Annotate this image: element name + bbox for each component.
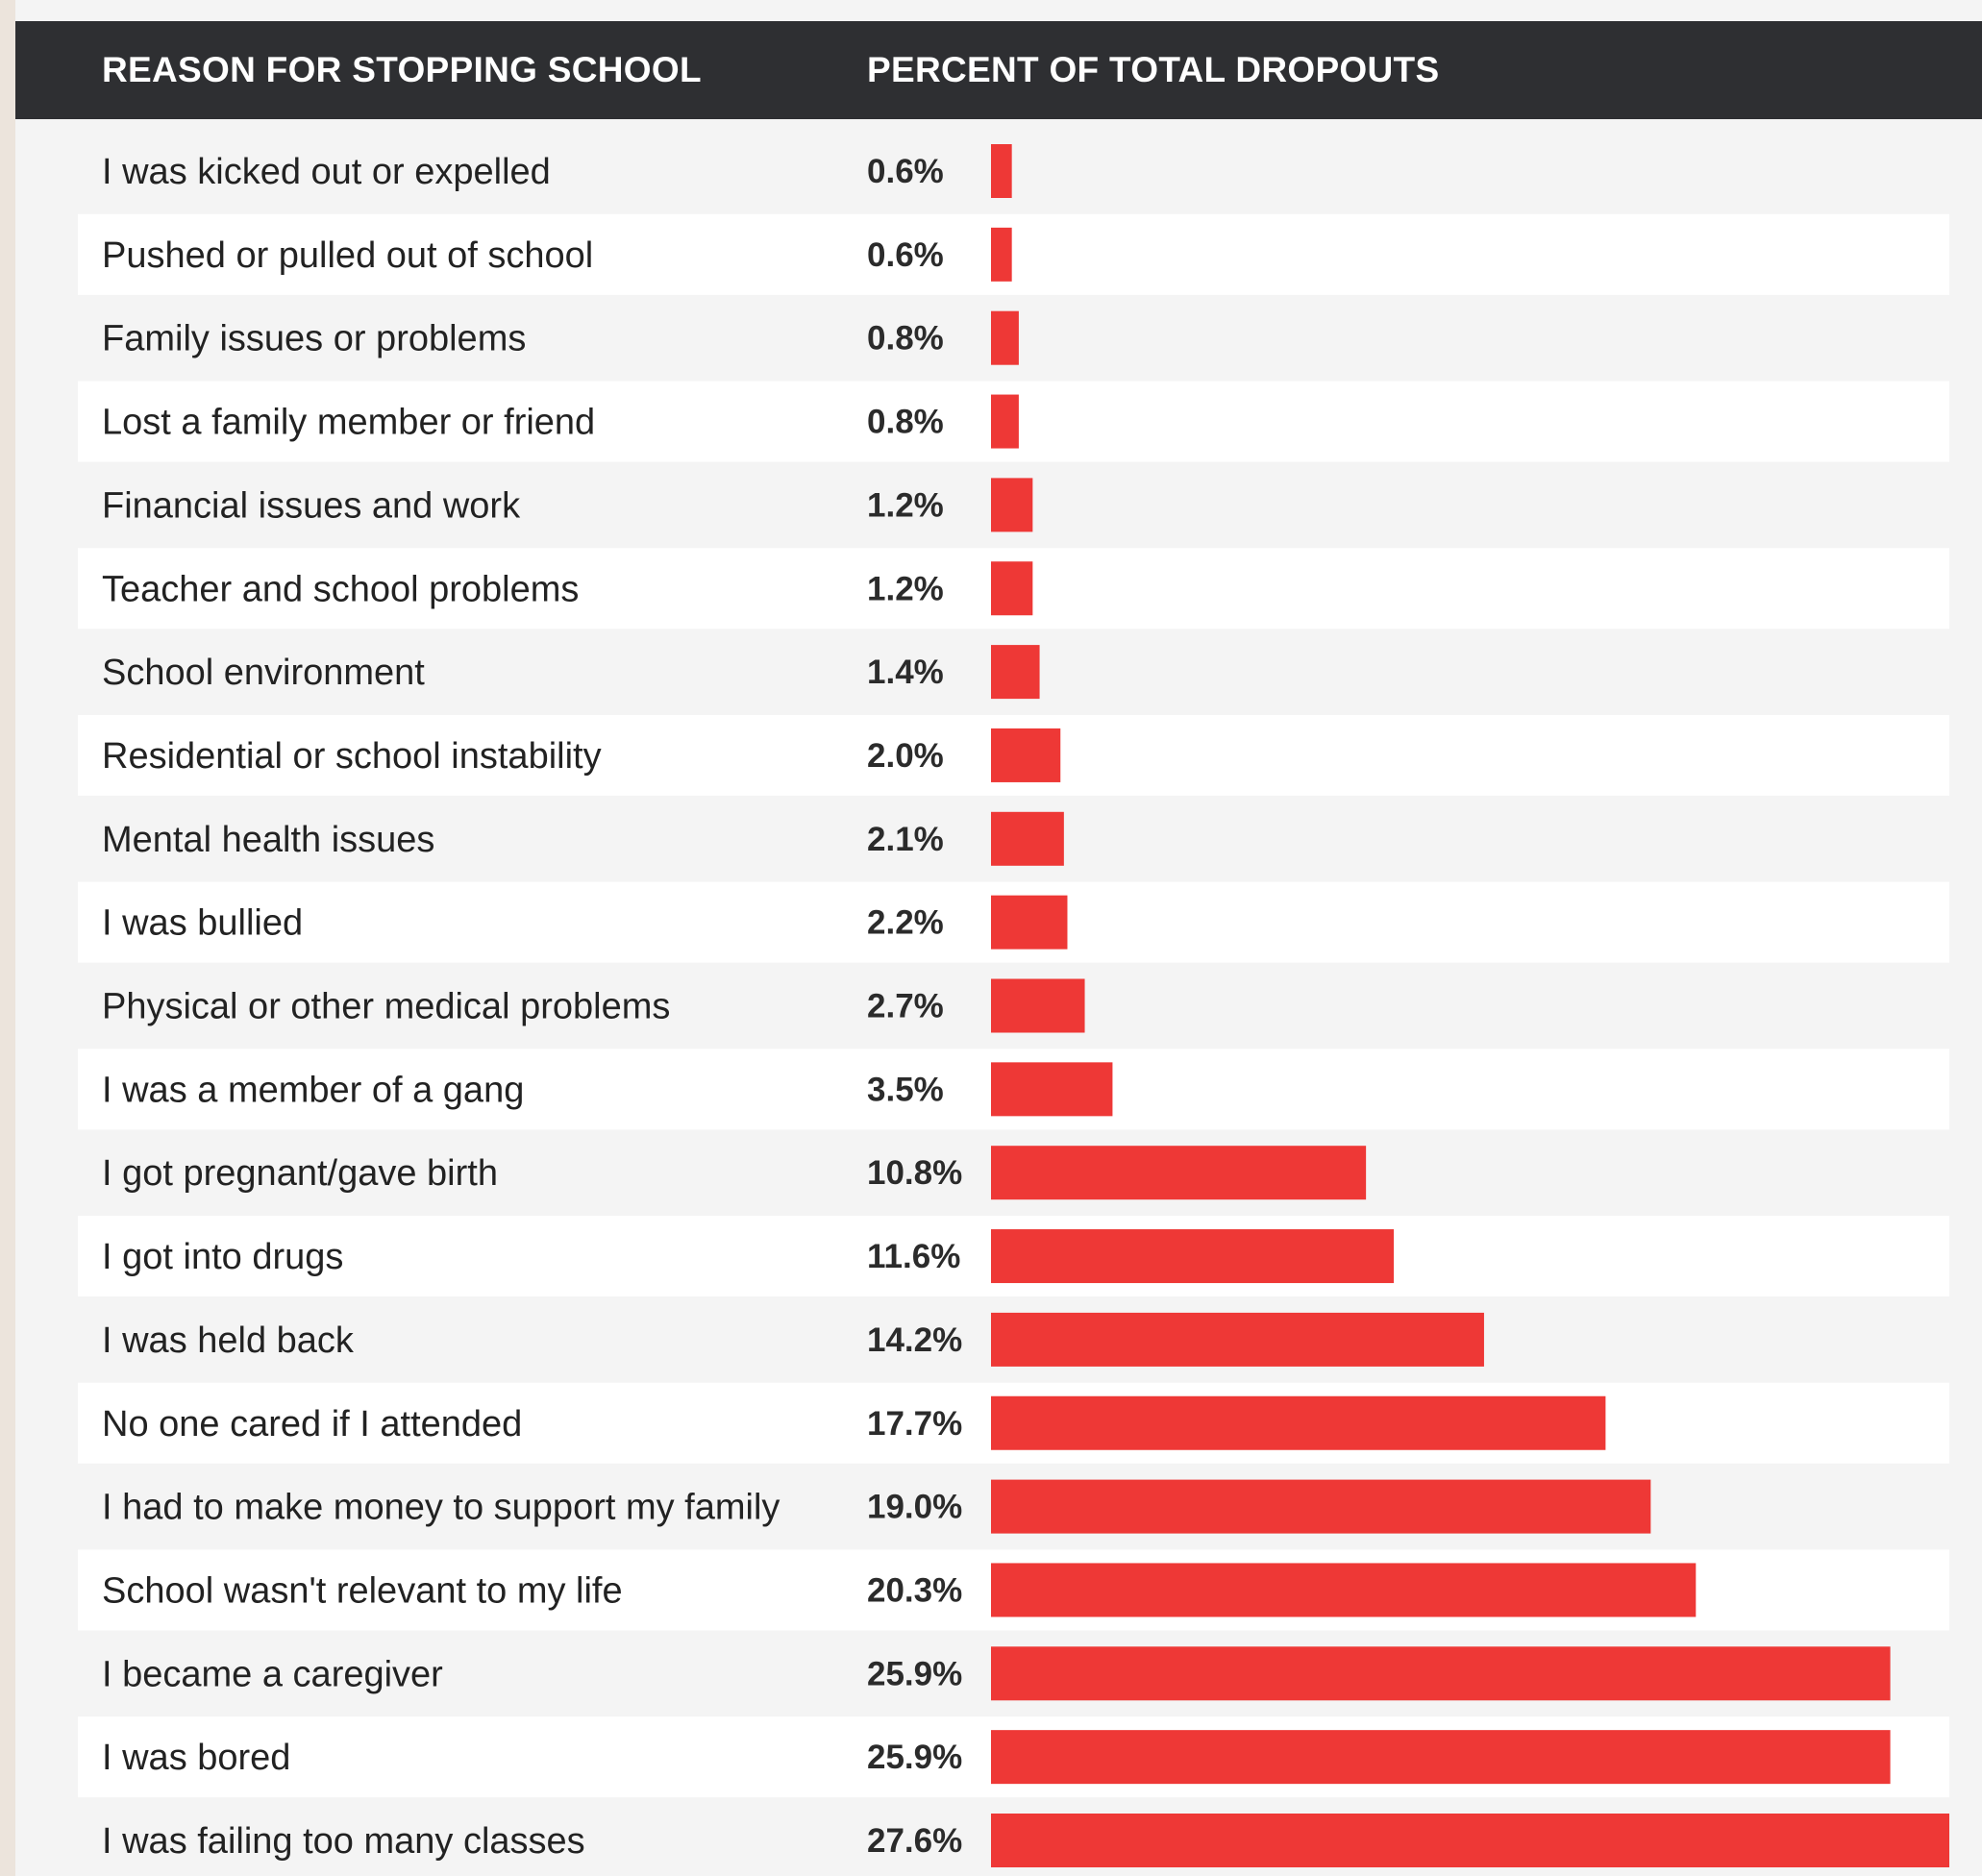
header-percent-label: PERCENT OF TOTAL DROPOUTS (867, 50, 1440, 89)
data-label: 25.9% (867, 1655, 962, 1692)
category-label: I became a caregiver (102, 1654, 443, 1694)
data-label: 0.8% (867, 320, 944, 358)
data-label: 25.9% (867, 1739, 962, 1776)
category-label: Financial issues and work (102, 485, 521, 526)
data-label: 1.2% (867, 486, 944, 524)
category-label: Residential or school instability (102, 736, 602, 777)
category-label: I was held back (102, 1321, 355, 1361)
category-label: I got into drugs (102, 1237, 343, 1277)
bar (991, 1479, 1651, 1534)
bar (991, 1814, 1949, 1867)
bar (991, 1146, 1367, 1200)
category-label: I had to make money to support my family (102, 1488, 780, 1528)
bar (991, 561, 1033, 616)
bar (991, 1563, 1697, 1617)
category-labels: I was kicked out or expelled Pushed or pu… (102, 152, 780, 1862)
data-label: 0.6% (867, 236, 944, 274)
data-label: 1.2% (867, 570, 944, 607)
table-header (15, 21, 1982, 119)
category-label: Mental health issues (102, 820, 434, 860)
bar (991, 144, 1012, 198)
bar (991, 895, 1068, 950)
bar (991, 310, 1019, 365)
category-label: No one cared if I attended (102, 1404, 522, 1444)
table-row-stripe (78, 213, 1949, 295)
bar (991, 1646, 1891, 1701)
bar (991, 645, 1040, 700)
bar (991, 394, 1019, 449)
category-label: Physical or other medical problems (102, 987, 670, 1027)
data-label: 2.7% (867, 988, 944, 1025)
category-label: School wasn't relevant to my life (102, 1570, 623, 1611)
data-label: 27.6% (867, 1822, 962, 1860)
data-label: 1.4% (867, 654, 944, 691)
category-label: Family issues or problems (102, 319, 526, 359)
category-label: I got pregnant/gave birth (102, 1153, 498, 1194)
bar (991, 1312, 1484, 1367)
category-label: I was kicked out or expelled (102, 152, 551, 192)
bar (991, 478, 1033, 532)
bar (991, 978, 1085, 1033)
bars (991, 144, 1949, 1867)
data-label: 19.0% (867, 1489, 962, 1526)
category-label: Pushed or pulled out of school (102, 235, 593, 276)
bar (991, 728, 1061, 782)
category-label: Teacher and school problems (102, 569, 579, 609)
data-label: 20.3% (867, 1571, 962, 1609)
data-label: 2.2% (867, 904, 944, 942)
data-label: 17.7% (867, 1405, 962, 1443)
data-label: 0.6% (867, 153, 944, 190)
data-label: 2.0% (867, 737, 944, 775)
data-label: 2.1% (867, 821, 944, 858)
category-label: I was failing too many classes (102, 1821, 585, 1862)
bar (991, 1062, 1113, 1117)
category-label: I was a member of a gang (102, 1070, 524, 1110)
category-label: Lost a family member or friend (102, 403, 595, 443)
value-labels: 0.6% 0.6% 0.8% 0.8% 1.2% 1.2% 1.4% 2.0% 2.1% 2.2%… (867, 153, 962, 1860)
category-label: I was bullied (102, 903, 303, 944)
data-label: 11.6% (867, 1238, 960, 1275)
category-label: School environment (102, 653, 425, 693)
data-label: 14.2% (867, 1321, 962, 1359)
data-label: 3.5% (867, 1071, 944, 1108)
bar (991, 227, 1012, 282)
category-label: I was bored (102, 1738, 290, 1778)
bar (991, 811, 1064, 866)
data-label: 0.8% (867, 404, 944, 441)
header-reason-label: REASON FOR STOPPING SCHOOL (102, 50, 702, 89)
bar (991, 1229, 1395, 1284)
data-label: 10.8% (867, 1154, 962, 1192)
bar (991, 1395, 1606, 1450)
bar (991, 1730, 1891, 1785)
